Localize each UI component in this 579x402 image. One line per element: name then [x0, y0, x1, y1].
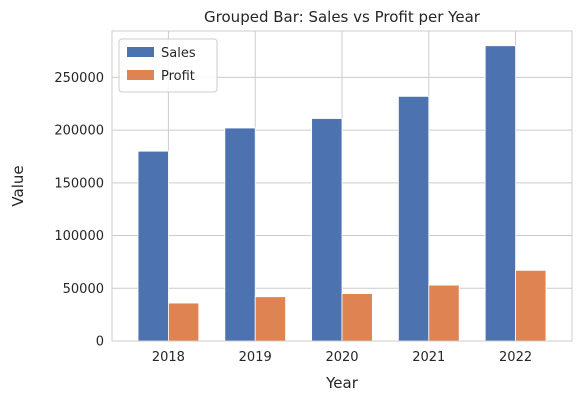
legend-label-profit: Profit — [161, 69, 195, 84]
bar-sales-2020 — [311, 118, 343, 342]
y-tick-label: 150000 — [54, 176, 104, 191]
x-tick-label: 2021 — [412, 350, 445, 365]
bar-profit-2022 — [515, 269, 547, 342]
y-tick-label: 0 — [96, 335, 104, 350]
y-tick-labels: 0 50000 100000 150000 200000 250000 — [54, 71, 104, 350]
chart-title: Grouped Bar: Sales vs Profit per Year — [204, 8, 481, 26]
legend-label-sales: Sales — [161, 46, 196, 61]
x-tick-label: 2018 — [152, 350, 185, 365]
plot-frame — [111, 30, 573, 342]
y-tick-label: 250000 — [54, 71, 104, 86]
legend: Sales Profit — [118, 38, 218, 93]
bar-profit-2019 — [254, 296, 286, 342]
legend-swatch-sales — [127, 47, 154, 57]
bar-profit-2018 — [168, 302, 200, 342]
bar-sales-2019 — [224, 127, 256, 342]
x-axis-label: Year — [325, 374, 359, 392]
x-tick-labels: 2018 2019 2020 2021 2022 — [152, 350, 532, 365]
bar-sales-2021 — [398, 95, 430, 342]
bar-profit-2020 — [341, 293, 373, 342]
y-axis-label: Value — [9, 165, 27, 206]
legend-swatch-profit — [127, 70, 154, 80]
y-tick-label: 100000 — [54, 229, 104, 244]
bar-sales-2018 — [137, 150, 169, 342]
x-tick-label: 2019 — [239, 350, 272, 365]
bars — [137, 45, 547, 342]
x-tick-label: 2020 — [325, 350, 358, 365]
x-tick-label: 2022 — [499, 350, 532, 365]
bar-sales-2022 — [484, 45, 516, 342]
y-tick-label: 200000 — [54, 124, 104, 139]
bar-profit-2021 — [428, 284, 460, 342]
y-tick-label: 50000 — [63, 282, 104, 297]
